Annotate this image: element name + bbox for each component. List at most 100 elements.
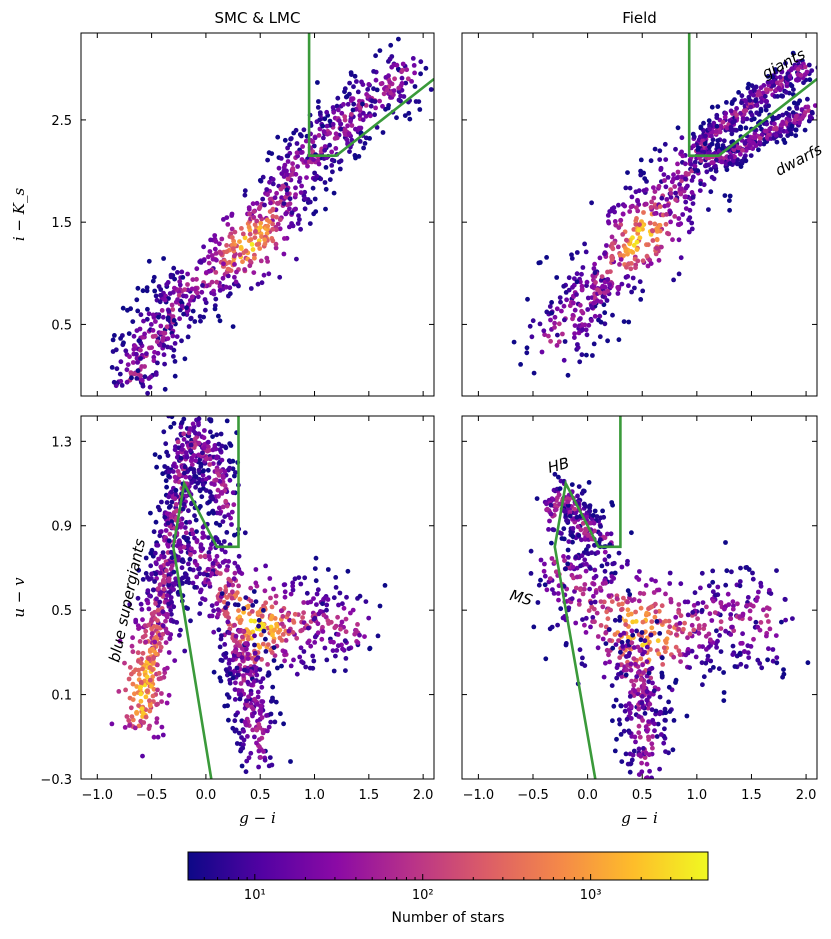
- density-point: [272, 719, 278, 725]
- density-point: [190, 421, 196, 427]
- density-point: [594, 610, 600, 616]
- density-point: [302, 206, 308, 212]
- density-point: [692, 163, 698, 169]
- density-point: [135, 368, 141, 374]
- density-point: [201, 571, 207, 577]
- density-point: [553, 507, 559, 512]
- density-point: [589, 284, 595, 290]
- density-point: [147, 698, 152, 704]
- density-point: [730, 652, 736, 657]
- density-point: [182, 525, 188, 530]
- density-point: [329, 157, 335, 163]
- density-point: [136, 703, 142, 708]
- density-point: [612, 632, 618, 637]
- density-point: [623, 622, 629, 627]
- density-point: [669, 179, 675, 185]
- density-point: [166, 473, 172, 479]
- density-point: [579, 352, 585, 358]
- density-point: [322, 116, 328, 122]
- density-point: [562, 317, 567, 323]
- density-point: [149, 631, 155, 637]
- density-point: [657, 694, 663, 700]
- density-point: [534, 496, 540, 501]
- density-point: [727, 198, 732, 204]
- density-point: [166, 469, 172, 475]
- density-point: [266, 271, 272, 277]
- density-point: [250, 727, 256, 733]
- density-point: [240, 745, 246, 751]
- density-point: [661, 740, 667, 746]
- density-point: [556, 321, 562, 327]
- density-point: [544, 309, 550, 315]
- density-point: [610, 645, 616, 651]
- density-point: [201, 244, 207, 250]
- density-point: [220, 275, 226, 281]
- density-point: [635, 644, 641, 650]
- density-point: [639, 694, 645, 699]
- density-point: [202, 553, 208, 559]
- colorbar-frame: [187, 851, 709, 881]
- density-point: [558, 299, 563, 305]
- density-point: [587, 586, 592, 592]
- density-point: [577, 317, 582, 322]
- density-point: [619, 281, 625, 287]
- density-point: [672, 184, 678, 189]
- y-tick-label: 1.5: [51, 216, 72, 231]
- density-point: [155, 607, 161, 613]
- density-point: [248, 237, 254, 242]
- density-point: [398, 93, 403, 99]
- density-point: [653, 578, 658, 584]
- density-point: [275, 665, 280, 671]
- density-point: [606, 219, 611, 225]
- density-point: [138, 356, 144, 361]
- density-point: [348, 98, 354, 103]
- density-point: [233, 649, 239, 655]
- density-point: [184, 579, 190, 585]
- density-point: [812, 103, 817, 108]
- density-point: [183, 605, 189, 611]
- density-point: [216, 627, 222, 633]
- density-point: [629, 628, 635, 634]
- density-point: [208, 546, 213, 551]
- density-point: [787, 74, 793, 79]
- density-point: [740, 116, 746, 122]
- density-point: [563, 642, 569, 648]
- density-point: [589, 550, 595, 556]
- density-point: [685, 647, 691, 652]
- density-point: [185, 271, 191, 277]
- density-point: [262, 237, 268, 243]
- density-point: [252, 734, 257, 740]
- density-point: [243, 769, 249, 775]
- density-point: [314, 591, 320, 597]
- density-point: [602, 284, 608, 290]
- density-point: [751, 116, 757, 122]
- density-point: [290, 161, 295, 167]
- density-point: [604, 561, 610, 567]
- density-point: [157, 454, 163, 460]
- density-point: [211, 669, 217, 675]
- density-point: [201, 435, 207, 441]
- density-point: [315, 587, 321, 593]
- density-point: [690, 201, 696, 207]
- density-point: [202, 597, 208, 603]
- density-point: [269, 604, 275, 610]
- density-point: [342, 132, 348, 137]
- density-point: [224, 418, 230, 424]
- density-point: [140, 288, 146, 294]
- density-point: [561, 554, 566, 559]
- density-point: [710, 579, 716, 585]
- density-point: [597, 290, 603, 296]
- density-point: [607, 659, 612, 665]
- density-point: [609, 500, 615, 505]
- density-point: [179, 303, 185, 309]
- density-point: [683, 206, 689, 212]
- density-point: [413, 99, 419, 104]
- density-point: [206, 511, 212, 516]
- density-point: [232, 687, 238, 692]
- density-point: [153, 372, 159, 377]
- density-point: [172, 581, 178, 587]
- density-point: [552, 325, 557, 330]
- density-point: [775, 94, 780, 99]
- density-point: [290, 630, 296, 635]
- density-point: [176, 293, 182, 298]
